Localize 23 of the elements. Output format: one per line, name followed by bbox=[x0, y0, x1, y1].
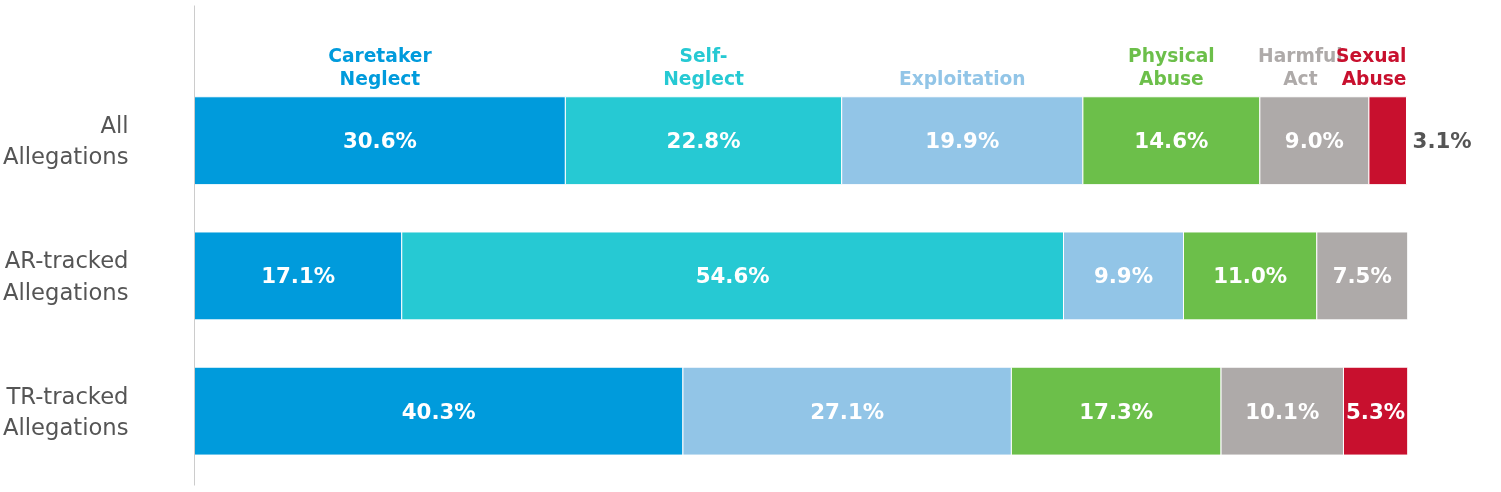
data-label: 9.9% bbox=[1093, 263, 1154, 289]
data-label: 54.6% bbox=[695, 263, 770, 289]
series-label: Physical Abuse bbox=[1128, 44, 1215, 89]
data-label: 27.1% bbox=[810, 398, 885, 424]
data-label: 5.3% bbox=[1346, 398, 1406, 424]
data-label: 9.0% bbox=[1284, 128, 1344, 154]
data-label: 10.1% bbox=[1245, 398, 1320, 424]
data-label: 19.9% bbox=[925, 128, 1000, 154]
data-label: 17.3% bbox=[1079, 398, 1154, 424]
series-label: Self-Neglect bbox=[663, 44, 744, 89]
data-label: 22.8% bbox=[666, 128, 741, 154]
y-tick-label: AR-tracked Allegations bbox=[3, 247, 129, 305]
data-label: 14.6% bbox=[1134, 128, 1209, 154]
series-label: Exploitation bbox=[898, 67, 1026, 89]
data-label: 40.3% bbox=[401, 398, 476, 424]
data-label: 7.5% bbox=[1332, 263, 1392, 289]
data-label: 3.1% bbox=[1412, 128, 1472, 154]
y-tick-label: All Allegations bbox=[3, 112, 129, 170]
data-label: 30.6% bbox=[342, 128, 417, 154]
data-label: 11.0% bbox=[1213, 263, 1288, 289]
y-tick-label: TR-tracked Allegations bbox=[3, 382, 129, 440]
series-label: Caretaker Neglect bbox=[328, 44, 433, 89]
data-label: 17.1% bbox=[261, 263, 336, 289]
